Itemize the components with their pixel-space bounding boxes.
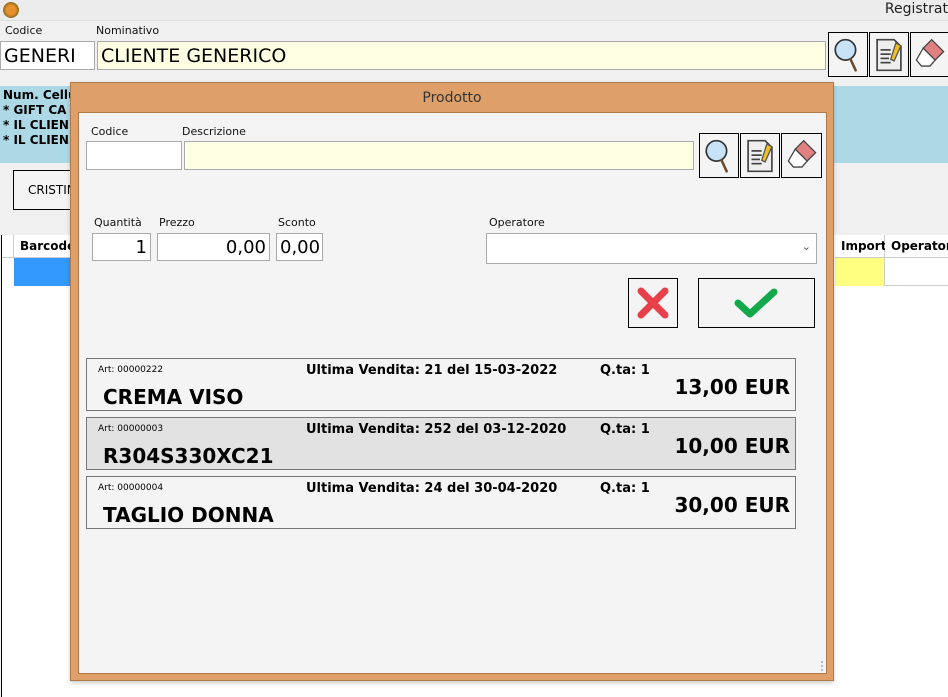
operator-select[interactable]: ⌄ <box>486 233 817 264</box>
item-quantity: Q.ta: 1 <box>600 422 650 437</box>
product-description-label: Descrizione <box>182 125 246 138</box>
nominativo-label: Nominativo <box>96 24 160 37</box>
window-title: Registrat <box>884 1 948 17</box>
column-barcode[interactable]: Barcode <box>14 235 75 258</box>
info-line: Num. Cellu <box>3 88 77 102</box>
clear-customer-button[interactable] <box>910 32 948 77</box>
item-art-code: Art: 00000003 <box>98 424 164 434</box>
search-icon <box>702 137 736 175</box>
search-customer-button[interactable] <box>828 32 868 77</box>
confirm-button[interactable] <box>698 278 815 328</box>
product-list-item[interactable]: Art: 00000003 Ultima Vendita: 252 del 03… <box>86 417 796 470</box>
checkmark-icon <box>734 288 777 318</box>
quantity-label: Quantità <box>94 216 142 229</box>
chevron-down-icon: ⌄ <box>801 240 811 253</box>
item-price: 30,00 EUR <box>674 493 790 517</box>
item-art-code: Art: 00000222 <box>98 365 164 375</box>
customer-name-input[interactable]: CLIENTE GENERICO <box>97 41 826 70</box>
operatore-cell[interactable] <box>885 258 948 286</box>
info-line: * IL CLIEN <box>3 133 69 147</box>
eraser-icon <box>785 137 819 175</box>
discount-input[interactable]: 0,00 <box>276 233 323 261</box>
item-quantity: Q.ta: 1 <box>600 363 650 378</box>
product-list-item[interactable]: Art: 00000222 Ultima Vendita: 21 del 15-… <box>86 358 796 411</box>
importo-cell[interactable] <box>835 258 885 286</box>
search-icon <box>831 36 865 74</box>
operator-label: Operatore <box>489 216 545 229</box>
item-name: TAGLIO DONNA <box>103 503 274 527</box>
codice-label: Codice <box>5 24 43 37</box>
app-logo-icon <box>3 2 19 18</box>
eraser-icon <box>913 36 947 74</box>
customer-code-input[interactable]: GENERI <box>0 41 95 70</box>
product-list-item[interactable]: Art: 00000004 Ultima Vendita: 24 del 30-… <box>86 476 796 529</box>
item-last-sale: Ultima Vendita: 252 del 03-12-2020 <box>306 422 567 437</box>
discount-label: Sconto <box>278 216 316 229</box>
search-product-button[interactable] <box>699 133 739 178</box>
item-last-sale: Ultima Vendita: 21 del 15-03-2022 <box>306 363 558 378</box>
product-code-input[interactable] <box>86 141 182 170</box>
title-bar: Registrat <box>0 0 948 21</box>
column-operatore[interactable]: Operatore <box>885 235 948 258</box>
clear-product-button[interactable] <box>781 133 822 178</box>
item-name: R304S330XC21 <box>103 444 274 468</box>
item-name: CREMA VISO <box>103 385 244 409</box>
product-dialog: Prodotto Codice Descrizione Quantità Pre… <box>70 82 834 681</box>
item-art-code: Art: 00000004 <box>98 483 164 493</box>
edit-customer-button[interactable] <box>869 32 909 77</box>
quantity-input[interactable]: 1 <box>92 233 151 261</box>
resize-grip-icon[interactable] <box>821 661 824 671</box>
dialog-body: Codice Descrizione Quantità Prezzo Scont… <box>78 112 827 674</box>
edit-product-button[interactable] <box>740 133 780 178</box>
item-price: 13,00 EUR <box>674 375 790 399</box>
row-header <box>2 235 14 258</box>
product-description-input[interactable] <box>184 141 694 170</box>
selected-cell[interactable] <box>14 258 72 286</box>
edit-document-icon <box>872 36 906 74</box>
price-input[interactable]: 0,00 <box>157 233 270 261</box>
dialog-title: Prodotto <box>422 89 482 106</box>
info-line: * IL CLIEN <box>3 118 69 132</box>
product-code-label: Codice <box>91 125 129 138</box>
column-importo[interactable]: Importo <box>835 235 895 258</box>
info-line: * GIFT CA <box>3 103 67 117</box>
close-icon <box>637 287 669 319</box>
edit-document-icon <box>743 137 777 175</box>
price-label: Prezzo <box>159 216 195 229</box>
item-last-sale: Ultima Vendita: 24 del 30-04-2020 <box>306 481 558 496</box>
item-price: 10,00 EUR <box>674 434 790 458</box>
item-quantity: Q.ta: 1 <box>600 481 650 496</box>
cancel-button[interactable] <box>628 278 678 328</box>
